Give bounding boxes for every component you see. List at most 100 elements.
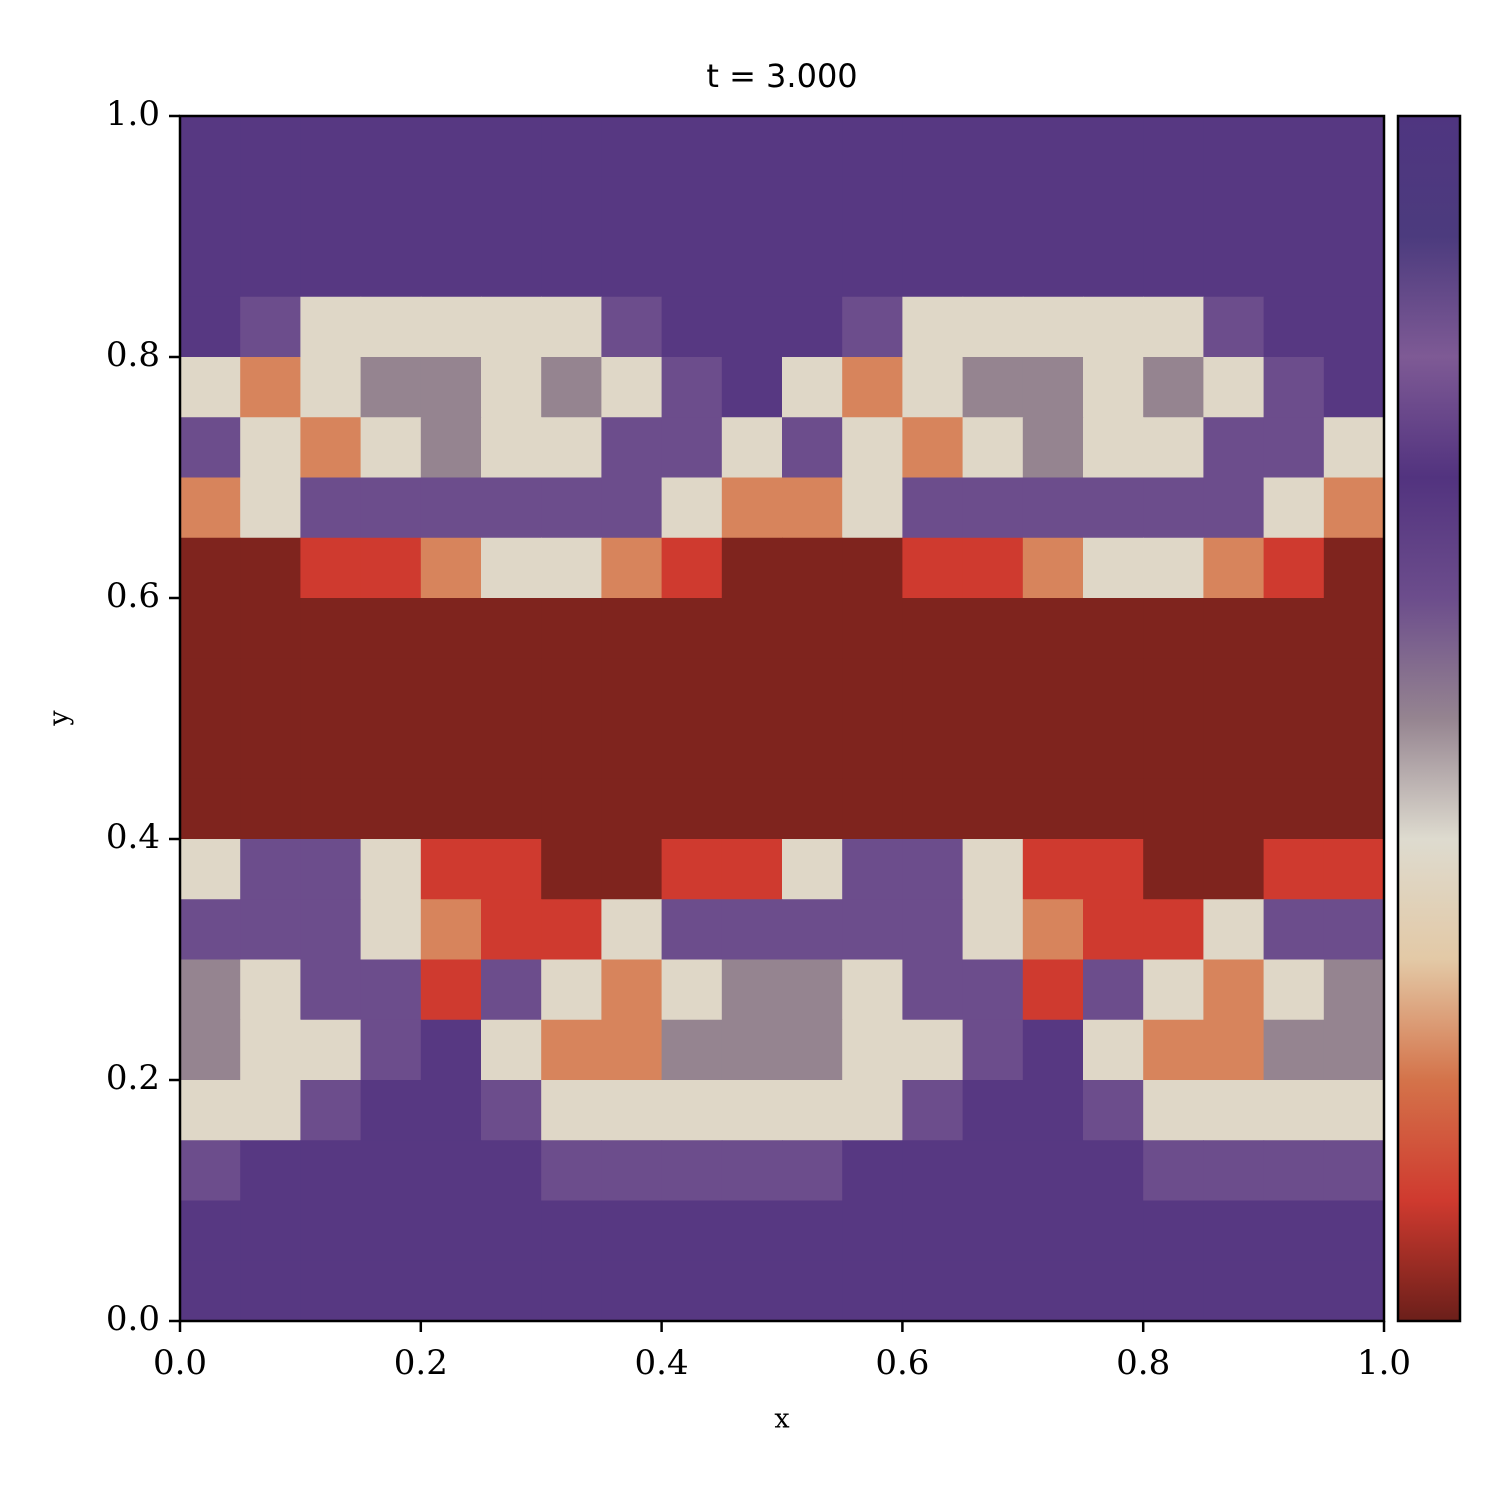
cell — [541, 176, 602, 238]
cell — [782, 839, 843, 900]
cell — [481, 417, 542, 479]
cell — [420, 959, 482, 1021]
cell — [1263, 236, 1325, 298]
cell — [661, 116, 723, 177]
cell — [360, 1200, 422, 1262]
cell — [360, 778, 422, 840]
cell — [481, 116, 542, 177]
cell — [962, 296, 1024, 358]
cell — [842, 839, 903, 900]
cell — [1263, 598, 1325, 659]
cell — [240, 417, 301, 479]
cell — [661, 537, 723, 599]
cell — [721, 778, 783, 840]
cell — [1263, 1260, 1325, 1322]
cell — [1022, 839, 1084, 900]
cell — [180, 1019, 241, 1081]
cell — [420, 899, 482, 961]
cell — [1083, 658, 1144, 720]
cell — [1022, 176, 1084, 238]
cell — [420, 537, 482, 599]
cell — [1323, 839, 1385, 900]
cell — [782, 1080, 843, 1141]
cell — [962, 718, 1024, 780]
cell — [1083, 839, 1144, 900]
cell — [300, 537, 362, 599]
cell — [541, 116, 602, 177]
cell — [1083, 1260, 1144, 1322]
cell — [240, 658, 301, 720]
cell — [661, 357, 723, 418]
cell — [300, 296, 362, 358]
cell — [300, 718, 362, 780]
cell — [782, 296, 843, 358]
cell — [1323, 477, 1385, 539]
cell — [180, 778, 241, 840]
cell — [661, 1080, 723, 1141]
cell — [481, 357, 542, 418]
cell — [481, 658, 542, 720]
cell — [1143, 1019, 1204, 1081]
cell — [1203, 176, 1265, 238]
cell — [300, 1260, 362, 1322]
cell — [782, 1140, 843, 1202]
cell — [481, 1080, 542, 1141]
cell — [360, 1140, 422, 1202]
y-tick-label: 0.8 — [106, 335, 160, 375]
cell — [782, 959, 843, 1021]
cell — [902, 1200, 964, 1262]
cell — [300, 1080, 362, 1141]
cell — [420, 357, 482, 418]
y-tick-label: 1.0 — [106, 94, 160, 134]
cell — [1022, 778, 1084, 840]
cell — [1143, 236, 1204, 298]
cell — [541, 598, 602, 659]
cell — [420, 1260, 482, 1322]
cell — [601, 1080, 663, 1141]
cell — [601, 1019, 663, 1081]
cell — [360, 718, 422, 780]
cell — [902, 598, 964, 659]
cell — [360, 477, 422, 539]
cell — [962, 778, 1024, 840]
cell — [420, 477, 482, 539]
cell — [1203, 116, 1265, 177]
cell — [300, 176, 362, 238]
cell — [842, 357, 903, 418]
cell — [240, 537, 301, 599]
cell — [601, 417, 663, 479]
cell — [661, 1140, 723, 1202]
cell — [240, 1260, 301, 1322]
cell — [721, 296, 783, 358]
cell — [1263, 296, 1325, 358]
cell — [541, 959, 602, 1021]
cell — [1083, 1200, 1144, 1262]
cell — [240, 1140, 301, 1202]
cell — [661, 658, 723, 720]
cell — [1143, 1080, 1204, 1141]
cell — [1083, 357, 1144, 418]
cell — [601, 839, 663, 900]
cell — [902, 718, 964, 780]
cell — [541, 537, 602, 599]
cell — [902, 658, 964, 720]
cell — [902, 116, 964, 177]
cell — [601, 357, 663, 418]
cell — [180, 116, 241, 177]
cell — [1083, 537, 1144, 599]
cell — [300, 839, 362, 900]
cell — [1323, 1260, 1385, 1322]
cell — [782, 417, 843, 479]
cell — [601, 598, 663, 659]
cell — [601, 899, 663, 961]
cell — [721, 1080, 783, 1141]
cell — [962, 899, 1024, 961]
cell — [842, 537, 903, 599]
cell — [661, 778, 723, 840]
cell — [240, 899, 301, 961]
cell — [962, 417, 1024, 479]
cell — [180, 899, 241, 961]
cell — [300, 477, 362, 539]
cell — [180, 839, 241, 900]
cell — [1263, 959, 1325, 1021]
